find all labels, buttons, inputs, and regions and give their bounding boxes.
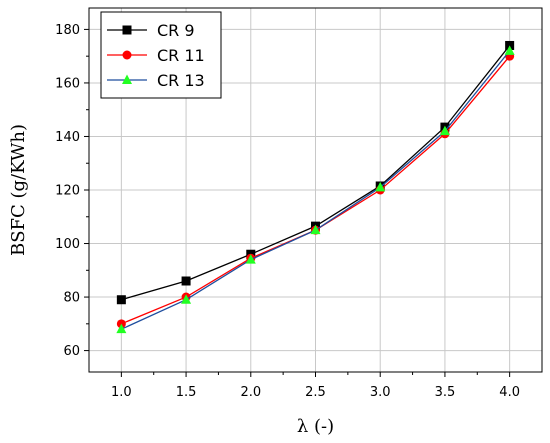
data-point: [245, 254, 256, 264]
legend-marker: [122, 50, 132, 60]
x-axis: 1.0 1.5 2.0 2.5 3.0 3.5 4.0: [111, 372, 520, 400]
series-layer: [116, 40, 515, 334]
y-tick-label: 100: [55, 237, 80, 252]
series-cr-13: [116, 45, 515, 334]
x-tick-label: 3.0: [370, 385, 391, 400]
y-axis-title: BSFC (g/KWh): [8, 124, 29, 256]
y-axis: 60 80 100 120 140 160 180: [55, 23, 89, 359]
data-point: [181, 294, 192, 304]
legend-item: CR 13: [107, 71, 205, 90]
y-tick-label: 140: [55, 130, 80, 145]
legend: CR 9 CR 11 CR 13: [100, 11, 222, 99]
x-tick-label: 1.5: [176, 385, 197, 400]
y-tick-label: 80: [63, 291, 80, 306]
legend-item: CR 9: [107, 21, 195, 40]
data-point: [116, 295, 126, 305]
x-tick-label: 2.5: [305, 385, 326, 400]
data-point: [181, 276, 191, 286]
legend-label: CR 9: [157, 21, 195, 40]
x-tick-label: 1.0: [111, 385, 132, 400]
legend-item: CR 11: [107, 46, 205, 65]
legend-marker: [122, 25, 132, 35]
y-tick-label: 180: [55, 23, 80, 38]
data-point: [116, 323, 127, 334]
x-axis-title: λ (-): [297, 416, 334, 437]
data-point: [504, 45, 515, 55]
legend-label: CR 13: [157, 71, 205, 90]
x-tick-label: 2.0: [240, 385, 261, 400]
data-point: [439, 125, 450, 136]
data-point: [310, 224, 321, 235]
x-tick-label: 3.5: [435, 385, 456, 400]
y-tick-label: 160: [55, 76, 80, 91]
y-tick-label: 60: [63, 344, 80, 359]
legend-marker: [122, 74, 132, 84]
y-tick-label: 120: [55, 184, 80, 199]
legend-label: CR 11: [157, 46, 205, 65]
x-tick-label: 4.0: [499, 385, 520, 400]
data-point: [375, 181, 386, 192]
